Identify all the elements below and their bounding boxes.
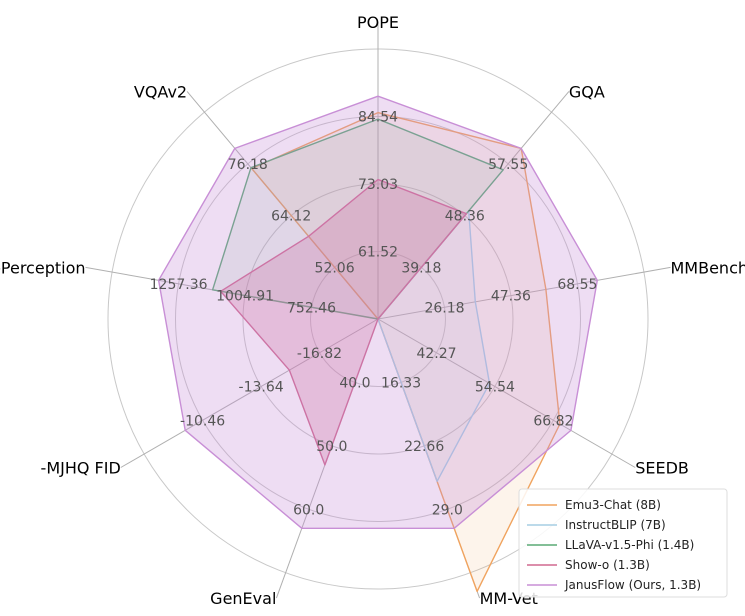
tick-label: 64.12: [271, 209, 311, 225]
legend-label: InstructBLIP (7B): [565, 518, 666, 532]
tick-label: 60.0: [293, 502, 324, 518]
radar-series: [157, 95, 598, 593]
tick-label: 61.52: [358, 245, 398, 261]
legend-label: LLaVA-v1.5-Phi (1.4B): [565, 538, 694, 552]
tick-label: 66.82: [533, 413, 573, 429]
axis-spoke: [120, 318, 379, 468]
tick-label: 47.36: [491, 289, 531, 305]
legend: Emu3-Chat (8B) InstructBLIP (7B) LLaVA-v…: [518, 488, 728, 598]
series-polygon: [211, 118, 504, 320]
tick-label: 752.46: [287, 300, 336, 316]
tick-label: 1257.36: [150, 277, 208, 293]
axis-label: VQAv2: [134, 83, 187, 102]
axis-label: POPE: [357, 13, 399, 32]
tick-label: 16.33: [381, 375, 421, 391]
axis-label: GQA: [569, 83, 605, 102]
tick-label: 22.66: [404, 439, 444, 455]
tick-label: 40.0: [339, 375, 370, 391]
axis-spoke: [377, 266, 671, 320]
tick-label: 42.27: [416, 346, 456, 362]
series-polygon: [219, 178, 468, 466]
tick-label: 26.18: [424, 300, 464, 316]
tick-label: 52.06: [315, 260, 355, 276]
legend-label: JanusFlow (Ours, 1.3B): [564, 578, 701, 592]
legend-label: Emu3-Chat (8B): [565, 498, 661, 512]
tick-label: 39.18: [401, 260, 441, 276]
axis-label: MMBench: [671, 258, 745, 277]
axis-label: -MJHQ FID: [41, 459, 121, 478]
series-polygon: [157, 95, 598, 529]
tick-label: 73.03: [358, 177, 398, 193]
axis-label: SEEDB: [635, 459, 689, 478]
tick-label: 76.18: [228, 157, 268, 173]
tick-label: 29.0: [432, 502, 463, 518]
axis-spoke: [377, 318, 636, 468]
tick-label: 48.36: [445, 209, 485, 225]
tick-label: 84.54: [358, 110, 398, 126]
tick-label: 68.55: [557, 277, 597, 293]
tick-label: 1004.91: [216, 289, 274, 305]
tick-label: -16.82: [297, 346, 342, 362]
tick-label: -10.46: [180, 413, 225, 429]
tick-label: 54.54: [475, 380, 515, 396]
tick-label: -13.64: [239, 380, 284, 396]
tick-label: 57.55: [488, 157, 528, 173]
axis-label: MME-Perception: [0, 258, 86, 277]
axis-label: GenEval: [210, 589, 276, 608]
tick-label: 50.0: [316, 439, 347, 455]
legend-box: [518, 488, 728, 598]
legend-label: Show-o (1.3B): [565, 558, 650, 572]
tick-labels: 61.52 73.03 84.54 39.18 48.36 57.55 26.18 47.36…: [150, 110, 598, 519]
